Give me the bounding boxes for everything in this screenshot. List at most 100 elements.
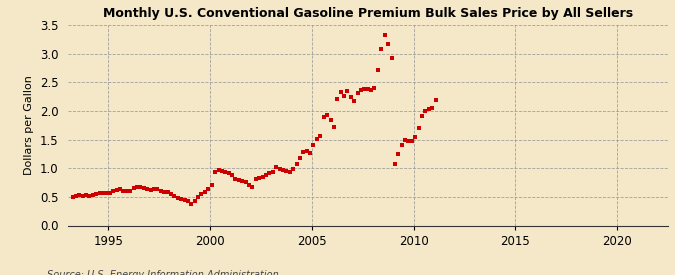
Point [352,90,363,95]
Point [240,180,251,184]
Point [217,168,227,173]
Point [196,192,207,196]
Point [98,191,109,196]
Point [400,138,410,142]
Point [386,56,397,60]
Point [78,194,88,198]
Point [311,136,322,141]
Point [427,106,437,111]
Point [254,176,265,180]
Point [318,115,329,119]
Point [308,143,319,148]
Point [369,86,380,90]
Point [346,95,356,99]
Point [298,150,308,155]
Point [193,195,204,199]
Point [71,194,82,198]
Point [423,107,434,112]
Point [91,192,102,196]
Point [105,191,115,195]
Text: Source: U.S. Energy Information Administration: Source: U.S. Energy Information Administ… [47,271,279,275]
Point [135,185,146,189]
Point [342,89,353,93]
Point [213,168,224,172]
Point [125,188,136,193]
Point [410,135,421,139]
Point [284,169,295,174]
Point [247,185,258,189]
Point [223,171,234,175]
Point [162,190,173,194]
Point [396,143,407,148]
Point [261,173,271,177]
Point [301,149,312,153]
Point [145,188,156,192]
Point [203,187,214,192]
Point [281,168,292,173]
Point [179,198,190,202]
Point [68,195,78,200]
Point [148,187,159,192]
Point [332,96,343,101]
Point [305,151,316,155]
Point [335,90,346,94]
Point [111,188,122,192]
Point [115,187,126,192]
Point [172,196,183,200]
Point [132,185,142,189]
Point [379,33,390,37]
Point [271,164,281,169]
Point [325,117,336,122]
Point [186,202,196,206]
Point [74,193,84,197]
Point [237,179,248,183]
Point [159,189,169,194]
Point [128,186,139,190]
Point [118,188,129,193]
Point [393,152,404,156]
Point [339,94,350,98]
Point [322,113,333,117]
Point [315,133,326,138]
Point [294,156,305,160]
Point [359,87,370,92]
Point [264,171,275,175]
Point [416,114,427,118]
Point [349,99,360,103]
Point [376,47,387,51]
Point [257,175,268,179]
Point [95,191,105,195]
Point [383,41,394,46]
Point [183,199,194,204]
Point [88,193,99,197]
Point [389,161,400,166]
Point [138,186,149,191]
Point [152,187,163,192]
Point [373,68,383,72]
Point [220,169,231,174]
Point [155,188,166,193]
Point [420,109,431,113]
Point [291,162,302,166]
Y-axis label: Dollars per Gallon: Dollars per Gallon [24,75,34,175]
Point [176,197,186,201]
Point [356,88,367,93]
Point [288,167,298,171]
Point [142,187,153,192]
Point [165,192,176,196]
Point [207,183,217,187]
Point [406,139,417,143]
Point [189,199,200,204]
Point [274,167,285,171]
Point [200,190,211,194]
Point [403,139,414,143]
Point [81,193,92,197]
Title: Monthly U.S. Conventional Gasoline Premium Bulk Sales Price by All Sellers: Monthly U.S. Conventional Gasoline Premi… [103,7,633,20]
Point [122,189,132,193]
Point [244,183,254,187]
Point [108,189,119,193]
Point [430,97,441,102]
Point [234,178,244,182]
Point [267,170,278,175]
Point [366,88,377,93]
